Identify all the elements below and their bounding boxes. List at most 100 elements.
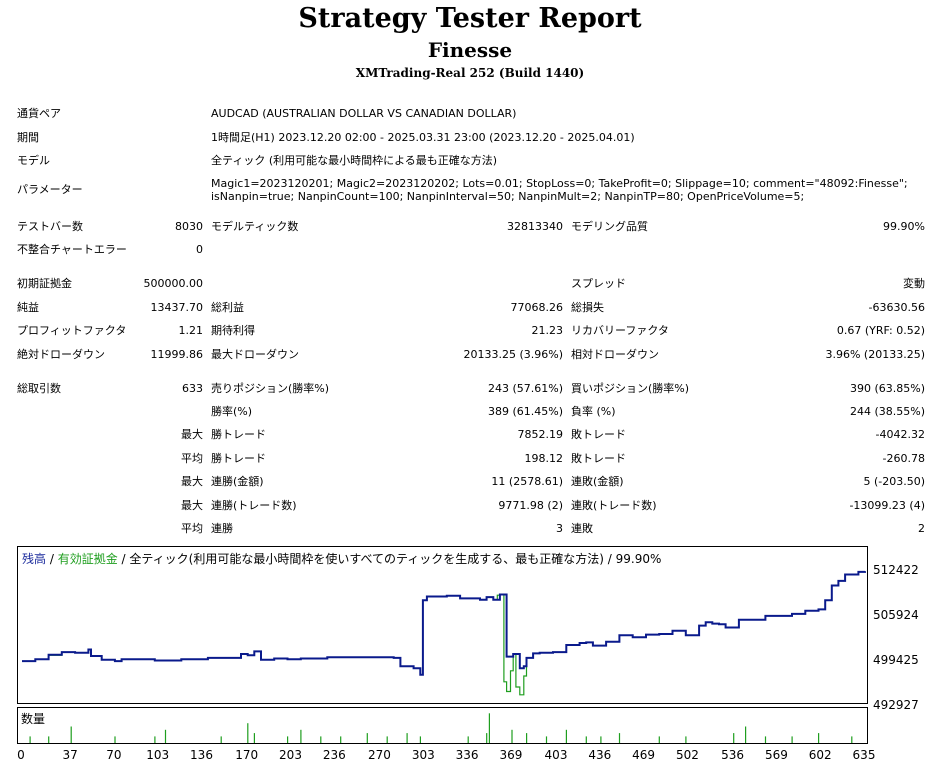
x-tick-label: 536: [721, 748, 745, 762]
ticks-label: モデルティック数: [211, 220, 299, 233]
volume-label: 数量: [21, 712, 46, 726]
ticks-value: 32813340: [507, 220, 563, 233]
equity-line: [22, 571, 866, 696]
x-tick-label: 0: [17, 748, 25, 762]
mismatch-label: 不整合チャートエラー: [17, 243, 127, 256]
x-tick-label: 469: [632, 748, 656, 762]
volume-bar: [48, 736, 50, 743]
volume-bar: [406, 733, 408, 743]
volume-bar: [791, 736, 793, 743]
volume-chart: 数量: [17, 707, 868, 744]
volume-bar: [565, 729, 567, 743]
volume-bar: [247, 723, 249, 743]
largest-loss-label: 敗トレード: [571, 428, 626, 441]
avg-win-label: 勝トレード: [211, 452, 266, 465]
volume-bar: [600, 736, 602, 743]
net-value: 13437.70: [150, 301, 204, 314]
x-tick-label: 436: [588, 748, 612, 762]
volume-bar: [164, 729, 167, 743]
consec-loss-label: 連敗(トレード数): [571, 499, 657, 512]
spread-value: 変動: [903, 277, 925, 290]
rel-dd-label: 相対ドローダウン: [571, 348, 659, 361]
gross-loss-value: -63630.56: [868, 301, 925, 314]
x-tick-label: 170: [235, 748, 259, 762]
consec-wins-value: 11 (2578.61): [491, 475, 563, 488]
ea-name: Finesse: [427, 38, 513, 62]
y-tick-label: 492927: [873, 698, 919, 712]
short-label: 売りポジション(勝率%): [211, 382, 330, 395]
consec-profit-value: 9771.98 (2): [498, 499, 563, 512]
long-value: 390 (63.85%): [849, 382, 925, 395]
legend-equity: 有効証拠金: [57, 552, 118, 566]
long-label: 買いポジション(勝率%): [571, 382, 690, 395]
x-tick-label: 203: [279, 748, 302, 762]
balance-chart-plot: [22, 570, 866, 696]
volume-bar: [419, 736, 421, 743]
profit-factor-label: プロフィットファクタ: [17, 324, 127, 337]
consec-losses-value: 5 (-203.50): [863, 475, 925, 488]
x-tick-label: 502: [675, 748, 699, 762]
mismatch-value: 0: [196, 243, 203, 256]
gross-profit-label: 総利益: [211, 301, 244, 314]
avg-consec-losses-label: 連敗: [571, 522, 593, 535]
win-label: 勝率(%): [211, 405, 253, 418]
x-tick-label: 369: [499, 748, 523, 762]
report-title: Strategy Tester Report: [298, 3, 642, 34]
bars-value: 8030: [175, 220, 203, 233]
y-tick-label: 505924: [873, 608, 919, 622]
volume-bar: [733, 733, 735, 743]
volume-bar: [818, 733, 820, 743]
win-value: 389 (61.45%): [487, 405, 563, 418]
x-tick-label: 602: [808, 748, 832, 762]
avg-loss-value: -260.78: [882, 452, 925, 465]
x-tick-label: 303: [411, 748, 435, 762]
symbol-value: AUDCAD (AUSTRALIAN DOLLAR VS CANADIAN DO…: [211, 107, 517, 120]
deposit-label: 初期証拠金: [17, 277, 72, 290]
y-tick-label: 499425: [873, 653, 919, 667]
model-label: モデル: [17, 154, 50, 167]
volume-bar: [340, 736, 342, 743]
volume-bar: [29, 736, 31, 743]
volume-bar: [467, 736, 469, 743]
volume-bar: [685, 736, 687, 743]
short-value: 243 (57.61%): [487, 382, 563, 395]
volume-bar: [851, 736, 853, 743]
rel-dd-value: 3.96% (20133.25): [825, 348, 925, 361]
volume-chart-plot: [29, 713, 853, 743]
largest-win-value: 7852.19: [517, 428, 564, 441]
spread-label: スプレッド: [571, 277, 626, 290]
volume-bar: [526, 733, 528, 743]
volume-bar: [114, 736, 116, 743]
max-dd-value: 20133.25 (3.96%): [463, 348, 563, 361]
abs-dd-label: 絶対ドローダウン: [17, 348, 105, 361]
deposit-value: 500000.00: [143, 277, 204, 290]
volume-bar: [386, 736, 388, 743]
largest-win-label: 勝トレード: [211, 428, 266, 441]
x-tick-label: 103: [146, 748, 170, 762]
volume-bar: [300, 729, 302, 743]
volume-bar: [488, 713, 490, 743]
volume-bar: [320, 736, 322, 743]
legend-balance: 残高: [22, 552, 47, 566]
bars-label: テストバー数: [17, 220, 83, 233]
legend-rest: / 全ティック(利用可能な最小時間枠を使いすべてのティックを生成する、最も正確な…: [117, 552, 662, 566]
max-prefix-3: 最大: [181, 499, 203, 512]
avg-consec-wins-value: 3: [556, 522, 563, 535]
loss-label: 負率 (%): [571, 405, 616, 418]
server-build: XMTrading-Real 252 (Build 1440): [355, 66, 585, 80]
volume-bar: [745, 726, 747, 743]
legend-sep: /: [46, 552, 58, 566]
x-tick-label: 70: [106, 748, 122, 762]
params-line2: isNanpin=true; NanpinCount=100; NanpinIn…: [211, 190, 805, 203]
payoff-label: 期待利得: [211, 324, 255, 337]
x-tick-label: 37: [62, 748, 78, 762]
consec-wins-label: 連勝(金額): [211, 475, 264, 488]
balance-line: [22, 570, 866, 676]
net-label: 純益: [17, 301, 39, 314]
volume-bar: [154, 736, 156, 743]
balance-chart: 残高 / 有効証拠金 / 全ティック(利用可能な最小時間枠を使いすべてのティック…: [17, 546, 868, 704]
recovery-factor-value: 0.67 (YRF: 0.52): [836, 324, 925, 337]
volume-bar: [764, 736, 767, 743]
max-prefix-1: 最大: [181, 428, 203, 441]
abs-dd-value: 11999.86: [150, 348, 204, 361]
